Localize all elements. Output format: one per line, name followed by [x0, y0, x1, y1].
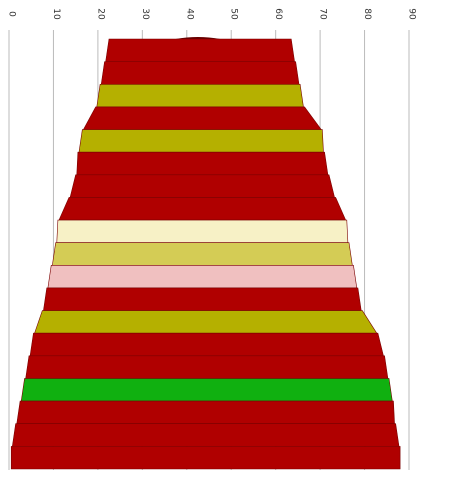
tick-label-30: 30	[140, 8, 150, 20]
band-4	[82, 106, 322, 130]
band-19	[10, 446, 401, 470]
band-12	[43, 287, 362, 311]
band-13	[34, 310, 378, 334]
tick-label-80: 80	[362, 8, 372, 20]
band-16	[20, 378, 393, 402]
tick-label-90: 90	[407, 8, 417, 20]
band-2	[100, 61, 300, 85]
band-11	[47, 265, 358, 289]
band-5	[78, 129, 324, 153]
band-14	[29, 332, 384, 357]
tick-label-40: 40	[184, 8, 194, 20]
top-marker	[175, 37, 221, 39]
tick-labels: 0 10 20 30 40 50 60 70 80 90	[7, 8, 417, 20]
band-10	[51, 242, 353, 266]
band-8	[58, 197, 347, 221]
tick-label-20: 20	[95, 8, 105, 20]
band-1	[105, 38, 295, 62]
band-6	[76, 151, 329, 176]
band-17	[16, 400, 395, 425]
tick-label-70: 70	[318, 8, 328, 20]
tick-label-0: 0	[7, 11, 17, 17]
tick-label-50: 50	[229, 8, 239, 20]
band-7	[69, 174, 335, 198]
tick-label-60: 60	[273, 8, 283, 20]
top-marker-layer	[175, 37, 221, 39]
band-15	[25, 355, 389, 379]
band-18	[11, 423, 400, 447]
bands	[10, 38, 401, 470]
band-9	[56, 219, 349, 243]
band-3	[96, 83, 304, 108]
tick-label-10: 10	[51, 8, 61, 20]
